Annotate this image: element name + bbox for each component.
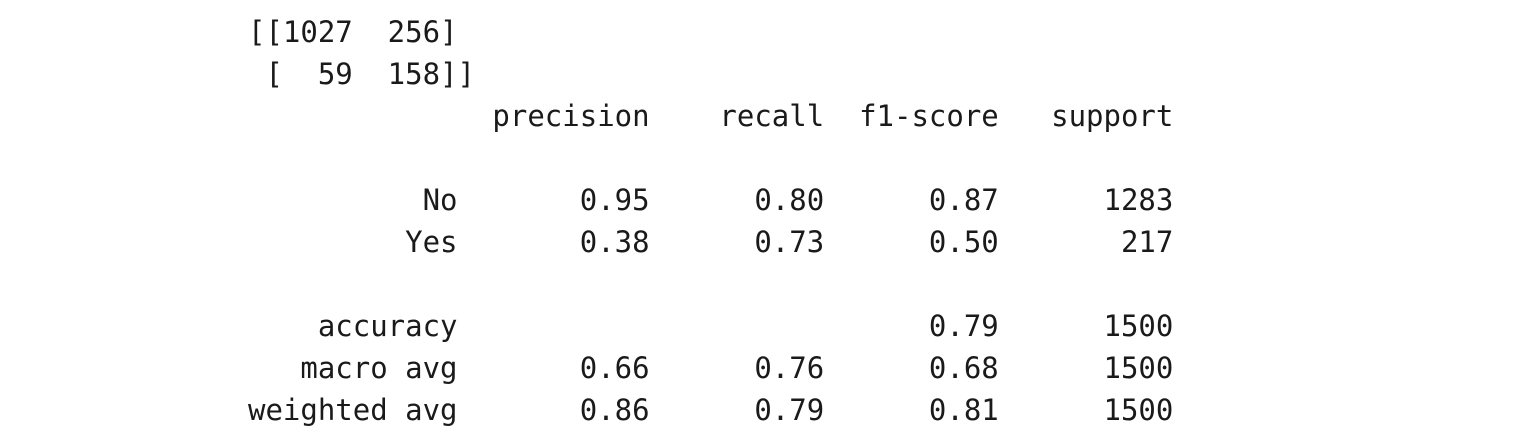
report-header-row: precision recall f1-score support bbox=[248, 99, 1174, 133]
blank-line bbox=[248, 137, 1173, 179]
report-row-macro-avg: macro avg 0.66 0.76 0.68 1500 bbox=[248, 351, 1174, 385]
report-row-accuracy: accuracy 0.79 1500 bbox=[248, 309, 1174, 343]
report-row-yes: Yes 0.38 0.73 0.50 217 bbox=[248, 225, 1174, 259]
report-row-weighted-avg: weighted avg 0.86 0.79 0.81 1500 bbox=[248, 393, 1174, 427]
confusion-matrix-row-2: [ 59 158]] bbox=[248, 57, 475, 91]
confusion-matrix-row-1: [[1027 256] bbox=[248, 15, 458, 49]
blank-line bbox=[248, 263, 1173, 305]
report-row-no: No 0.95 0.80 0.87 1283 bbox=[248, 183, 1174, 217]
console-output: [[1027 256] [ 59 158]] precision recall … bbox=[248, 11, 1173, 431]
